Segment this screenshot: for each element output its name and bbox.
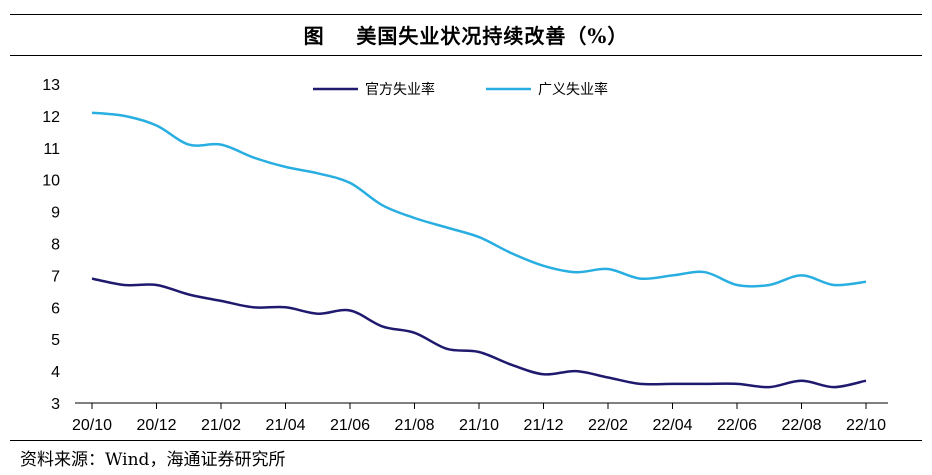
y-tick-label: 6 xyxy=(51,300,60,317)
figure-title: 图 美国失业状况持续改善（%） xyxy=(303,23,629,48)
x-tick-label: 21/02 xyxy=(201,417,241,434)
legend: 官方失业率 广义失业率 xyxy=(313,81,608,98)
x-tick-label: 21/08 xyxy=(394,417,434,434)
x-tick-label: 20/12 xyxy=(136,417,176,434)
y-tick-label: 13 xyxy=(42,77,60,94)
y-tick-label: 10 xyxy=(42,173,60,190)
title-rule xyxy=(10,55,922,56)
y-tick-label: 8 xyxy=(51,237,60,254)
legend-label-2: 广义失业率 xyxy=(538,81,608,98)
x-axis-ticks: 20/10 20/12 21/02 21/04 21/06 21/08 21/10 21/12… xyxy=(72,403,886,434)
y-tick-label: 12 xyxy=(42,109,60,126)
bottom-rule xyxy=(10,440,922,441)
x-tick-label: 21/04 xyxy=(265,417,305,434)
x-tick-label: 22/08 xyxy=(781,417,821,434)
source-note: 资料来源：Wind，海通证券研究所 xyxy=(20,450,286,470)
x-tick-label: 21/12 xyxy=(523,417,563,434)
y-tick-label: 11 xyxy=(43,141,60,158)
series-line-2 xyxy=(91,111,867,288)
y-axis-ticks: 3 4 5 6 7 8 9 10 11 12 13 xyxy=(42,77,60,413)
y-tick-label: 5 xyxy=(51,332,60,349)
x-tick-label: 22/06 xyxy=(717,417,757,434)
x-tick-label: 22/02 xyxy=(588,417,628,434)
x-tick-label: 20/10 xyxy=(72,417,112,434)
x-tick-label: 22/10 xyxy=(846,417,886,434)
series-line-1 xyxy=(91,277,867,389)
y-tick-label: 9 xyxy=(51,205,60,222)
title-bar: 图 美国失业状况持续改善（%） xyxy=(10,14,922,54)
y-tick-label: 7 xyxy=(51,268,60,285)
top-rule xyxy=(10,14,922,15)
y-tick-label: 3 xyxy=(51,396,60,413)
x-tick-label: 21/06 xyxy=(330,417,370,434)
legend-label-1: 官方失业率 xyxy=(365,81,435,98)
x-tick-label: 22/04 xyxy=(652,417,692,434)
x-tick-label: 21/10 xyxy=(459,417,499,434)
series-lines xyxy=(91,111,867,389)
y-tick-label: 4 xyxy=(51,364,60,381)
